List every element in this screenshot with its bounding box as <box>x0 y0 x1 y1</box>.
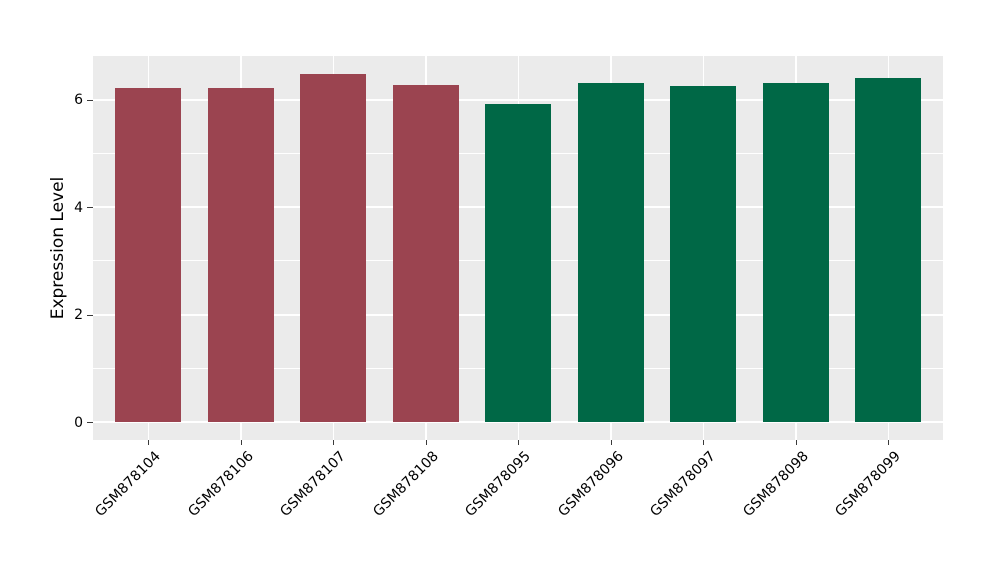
x-tick-mark <box>518 440 520 445</box>
y-tick-mark <box>87 314 93 316</box>
x-tick-label: GSM878099 <box>832 448 905 520</box>
y-axis-title: Expression Level <box>48 176 68 320</box>
x-tick-label: GSM878107 <box>277 448 350 520</box>
x-tick-label: GSM878098 <box>739 448 812 520</box>
x-tick-mark <box>240 440 242 445</box>
bar <box>855 78 922 422</box>
bar <box>300 73 367 422</box>
x-tick-label: GSM878096 <box>554 448 627 520</box>
x-tick-mark <box>888 440 890 445</box>
x-tick-mark <box>610 440 612 445</box>
bar <box>670 86 737 422</box>
bar <box>485 103 552 422</box>
bar <box>577 82 644 422</box>
y-tick-label: 4 <box>74 199 83 216</box>
x-tick-mark <box>795 440 797 445</box>
plot-panel <box>93 56 943 440</box>
y-tick-label: 0 <box>74 414 83 431</box>
x-tick-mark <box>703 440 705 445</box>
y-tick-label: 6 <box>74 92 83 108</box>
x-tick-mark <box>425 440 427 445</box>
y-tick-mark <box>87 422 93 423</box>
x-tick-label: GSM878095 <box>462 448 535 520</box>
x-tick-label: GSM878104 <box>92 448 165 520</box>
y-tick-label: 2 <box>74 307 83 323</box>
bar <box>392 85 459 422</box>
x-tick-mark <box>148 440 150 445</box>
bar <box>762 82 829 422</box>
x-tick-label: GSM878097 <box>647 448 720 520</box>
y-tick-mark <box>87 99 93 101</box>
bar <box>115 88 182 422</box>
y-tick-mark <box>87 207 93 208</box>
x-tick-label: GSM878106 <box>184 448 257 520</box>
x-tick-mark <box>333 440 335 445</box>
x-tick-label: GSM878108 <box>369 448 442 520</box>
bar <box>207 88 274 422</box>
